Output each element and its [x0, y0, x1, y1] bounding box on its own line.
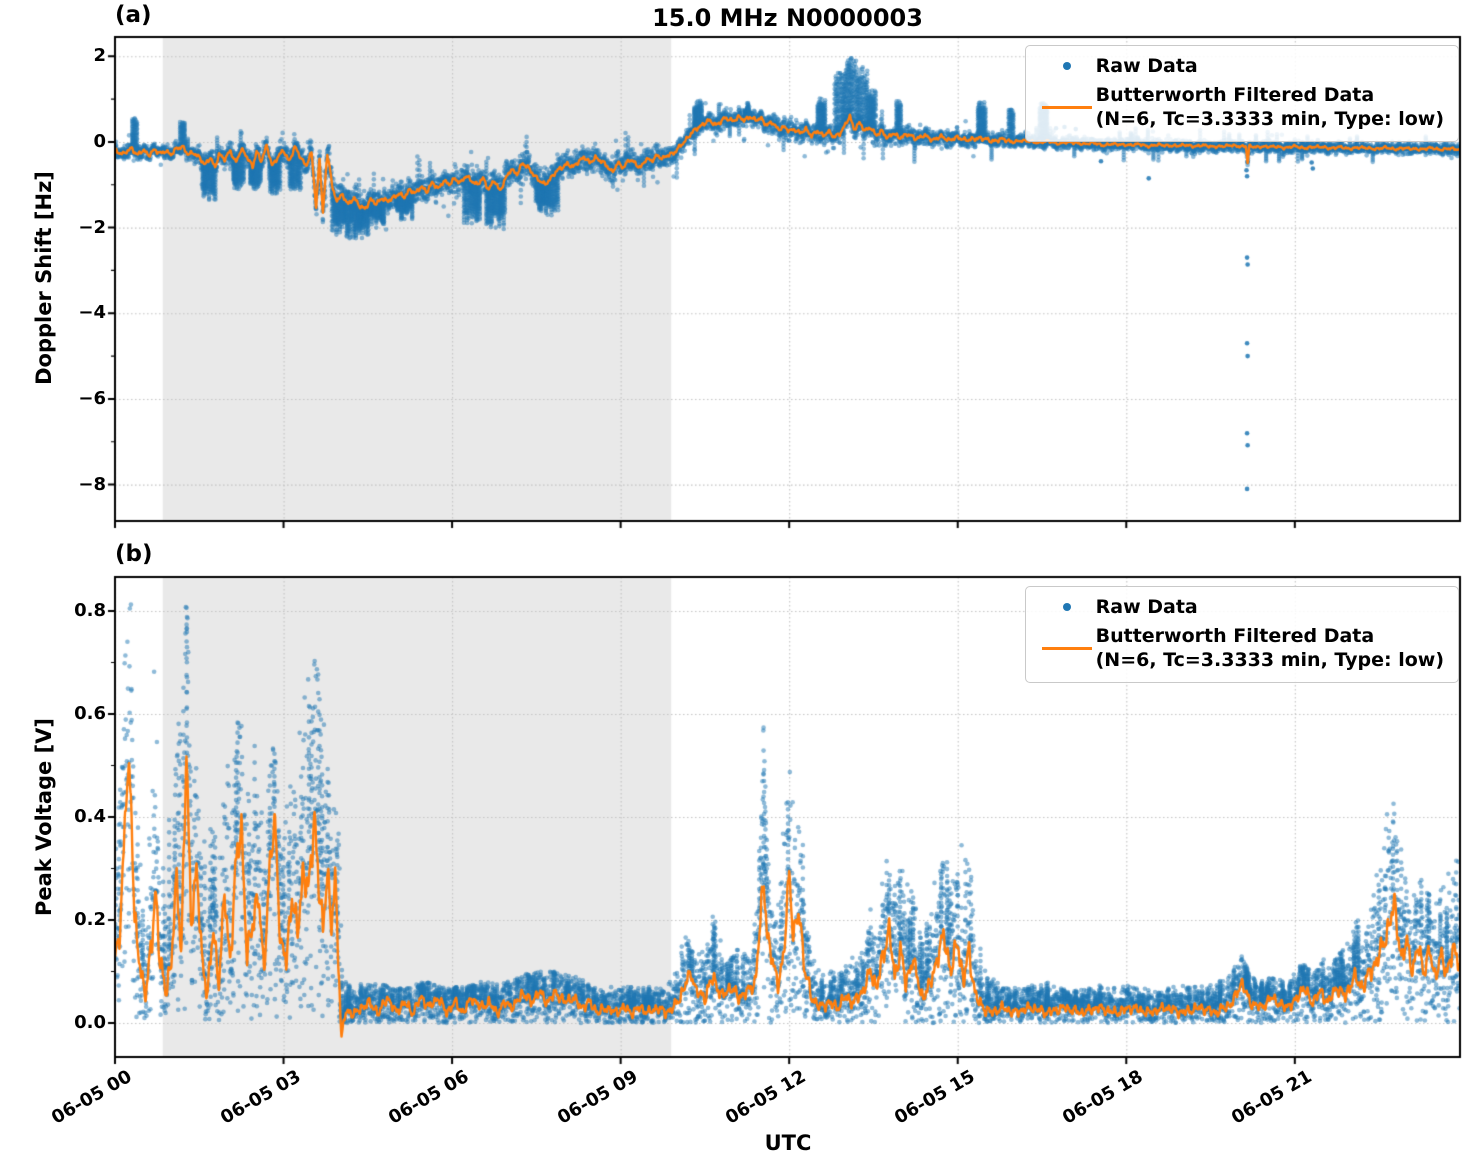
figure: 15.0 MHz N0000003 (a) (b) Doppler Shift … — [0, 0, 1472, 1172]
plots-canvas — [0, 0, 1472, 1172]
